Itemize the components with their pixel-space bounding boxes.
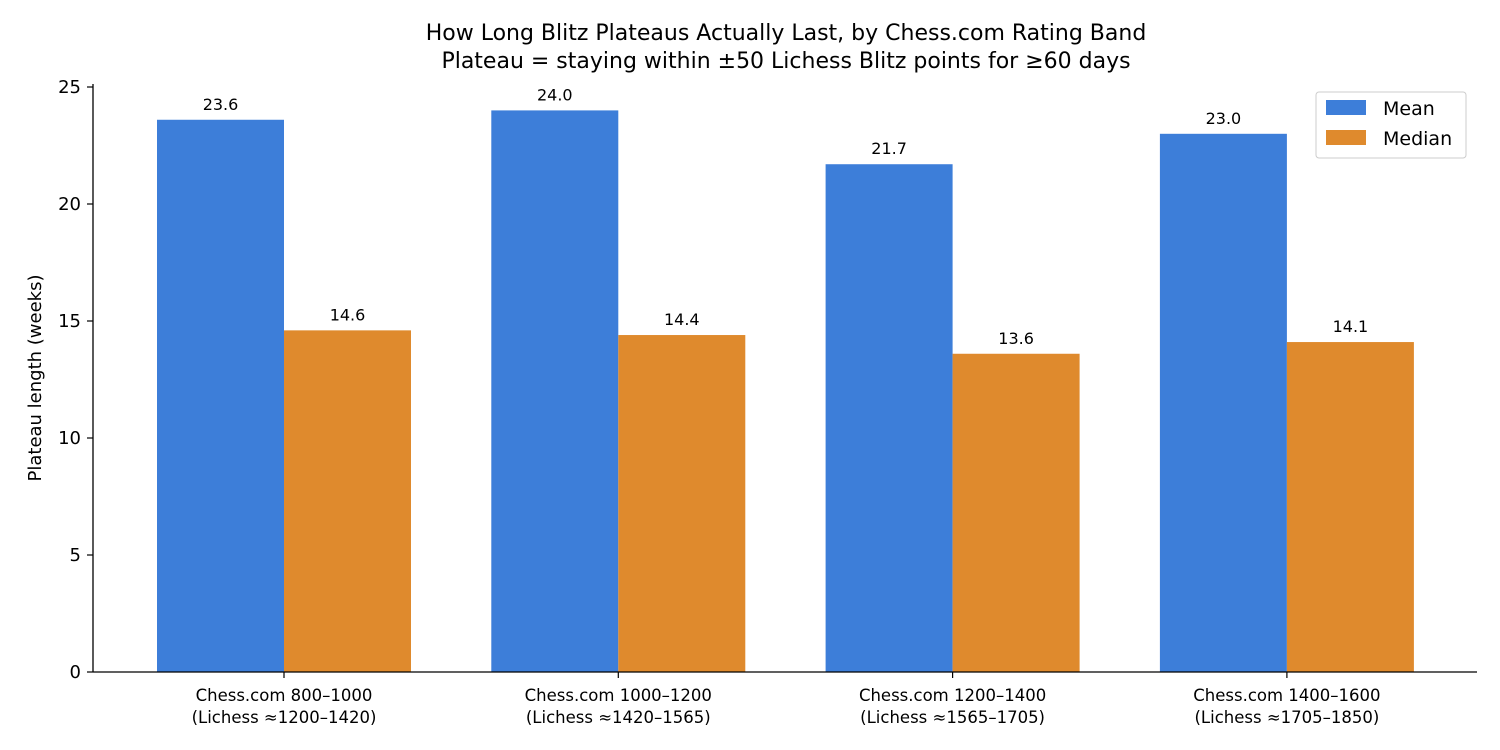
bar-mean-1: [491, 110, 619, 672]
bar-mean-3: [1159, 133, 1287, 673]
y-axis-label: Plateau length (weeks): [25, 275, 46, 482]
y-tick-label-2: 10: [58, 428, 81, 449]
data-label-mean-2: 21.7: [871, 139, 907, 158]
data-label-median-0: 14.6: [330, 305, 366, 324]
bar-mean-2: [825, 164, 953, 672]
x-tick-label-2-0: Chess.com 1200–1400: [859, 686, 1046, 705]
x-tick-label-2-1: (Lichess ≈1565–1705): [860, 708, 1045, 727]
data-label-mean-1: 24.0: [537, 85, 573, 104]
data-label-median-3: 14.1: [1333, 317, 1369, 336]
y-tick-label-4: 20: [58, 194, 81, 215]
x-tick-label-0-1: (Lichess ≈1200–1420): [192, 708, 377, 727]
legend: Mean Median: [1315, 91, 1467, 159]
bar-median-1: [618, 335, 746, 672]
bar-mean-0: [157, 119, 284, 672]
data-label-median-1: 14.4: [664, 310, 700, 329]
bar-median-3: [1286, 342, 1414, 672]
x-tick-label-1-1: (Lichess ≈1420–1565): [526, 708, 711, 727]
y-tick-label-5: 25: [58, 77, 81, 98]
data-label-mean-0: 23.6: [203, 95, 239, 114]
title-group: How Long Blitz Plateaus Actually Last, b…: [426, 21, 1147, 74]
x-tick-label-1-0: Chess.com 1000–1200: [525, 686, 712, 705]
data-labels: 23.6 24.0 21.7 23.0 14.6 14.4 13.6 14.1: [203, 85, 1369, 347]
legend-label-mean: Mean: [1383, 98, 1435, 120]
data-label-median-2: 13.6: [998, 329, 1034, 348]
bar-median-2: [952, 353, 1080, 672]
bar-median-0: [284, 330, 411, 672]
y-tick-label-3: 15: [58, 311, 81, 332]
chart-subtitle: Plateau = staying within ±50 Lichess Bli…: [441, 49, 1130, 74]
legend-label-median: Median: [1383, 128, 1452, 150]
x-axis: Chess.com 800–1000 (Lichess ≈1200–1420) Ch…: [93, 671, 1477, 727]
data-label-mean-3: 23.0: [1206, 109, 1242, 128]
y-axis: 0 5 10 15 20 25: [58, 77, 94, 683]
x-tick-label-0-0: Chess.com 800–1000: [196, 686, 373, 705]
legend-swatch-mean: [1326, 100, 1366, 115]
y-tick-label-1: 5: [70, 545, 81, 566]
bars: [157, 110, 1414, 673]
x-tick-label-3-0: Chess.com 1400–1600: [1193, 686, 1380, 705]
chart-title: How Long Blitz Plateaus Actually Last, b…: [426, 21, 1147, 46]
legend-swatch-median: [1326, 130, 1366, 145]
x-tick-label-3-1: (Lichess ≈1705–1850): [1194, 708, 1379, 727]
y-tick-label-0: 0: [70, 662, 81, 683]
